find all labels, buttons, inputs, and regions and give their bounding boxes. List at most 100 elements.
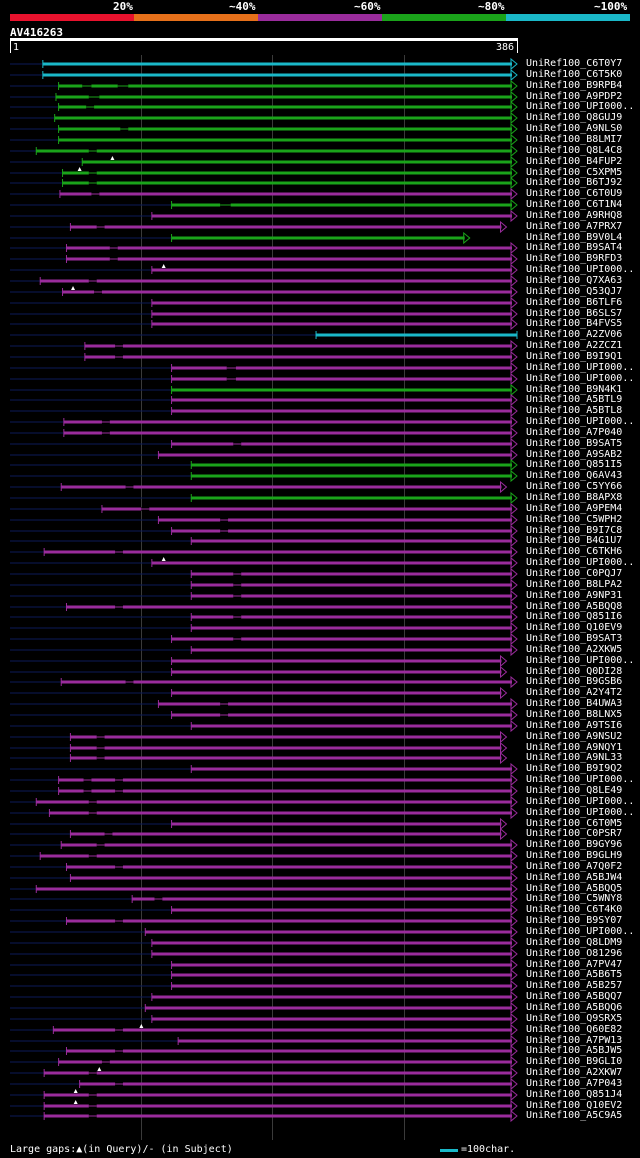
hit-name[interactable]: UniRef100_A7PW13 xyxy=(526,1035,623,1046)
hit-name[interactable]: UniRef100_UPI000.. xyxy=(526,655,635,666)
hit-name[interactable]: UniRef100_A2XKW7 xyxy=(526,1067,623,1078)
hit-name[interactable]: UniRef100_Q8GUJ9 xyxy=(526,112,623,123)
hit-name[interactable]: UniRef100_A5BJW4 xyxy=(526,872,623,883)
hit-name[interactable]: UniRef100_A9NL33 xyxy=(526,752,623,763)
hit-name[interactable]: UniRef100_C6T0Y7 xyxy=(526,58,623,69)
hit-name[interactable]: UniRef100_Q7XA63 xyxy=(526,275,623,286)
hit-name[interactable]: UniRef100_UPI000.. xyxy=(526,807,635,818)
hit-name[interactable]: UniRef100_B9I9Q1 xyxy=(526,351,623,362)
hit-name[interactable]: UniRef100_A9TSI6 xyxy=(526,720,623,731)
hit-name[interactable]: UniRef100_Q8L4C8 xyxy=(526,145,623,156)
hit-name[interactable]: UniRef100_Q53QJ7 xyxy=(526,286,623,297)
hit-name[interactable]: UniRef100_A9NQY1 xyxy=(526,742,623,753)
hit-name[interactable]: UniRef100_Q8LDM9 xyxy=(526,937,623,948)
hit-name[interactable]: UniRef100_C5WNY8 xyxy=(526,893,623,904)
hit-name[interactable]: UniRef100_B6TLF6 xyxy=(526,297,623,308)
hit-name[interactable]: UniRef100_A9NP31 xyxy=(526,590,623,601)
hit-name[interactable]: UniRef100_B6TJ92 xyxy=(526,177,623,188)
hit-name[interactable]: UniRef100_B9SY07 xyxy=(526,915,623,926)
hit-name[interactable]: UniRef100_A5BTL9 xyxy=(526,394,623,405)
hit-name[interactable]: UniRef100_UPI000.. xyxy=(526,373,635,384)
hit-name[interactable]: UniRef100_B9GLI0 xyxy=(526,1056,623,1067)
hit-name[interactable]: UniRef100_UPI000.. xyxy=(526,557,635,568)
hit-name[interactable]: UniRef100_B6SLS7 xyxy=(526,308,623,319)
hit-name[interactable]: UniRef100_Q8LE49 xyxy=(526,785,623,796)
hit-name[interactable]: UniRef100_B9V0L4 xyxy=(526,232,623,243)
hit-name[interactable]: UniRef100_A5BQQ6 xyxy=(526,1002,623,1013)
hit-name[interactable]: UniRef100_B9I9Q2 xyxy=(526,763,623,774)
hit-name[interactable]: UniRef100_A2ZV06 xyxy=(526,329,623,340)
hit-name[interactable]: UniRef100_A5BQQ7 xyxy=(526,991,623,1002)
hit-name[interactable]: UniRef100_B4FUP2 xyxy=(526,156,623,167)
hit-name[interactable]: UniRef100_B8LPA2 xyxy=(526,579,623,590)
hit-arrow xyxy=(510,317,518,331)
hit-name[interactable]: UniRef100_B9SAT5 xyxy=(526,438,623,449)
hit-name[interactable]: UniRef100_A5C9A5 xyxy=(526,1110,623,1121)
hit-name[interactable]: UniRef100_B4FVS5 xyxy=(526,318,623,329)
hit-name[interactable]: UniRef100_C6TKH6 xyxy=(526,546,623,557)
hit-name[interactable]: UniRef100_B4UWA3 xyxy=(526,698,623,709)
hit-name[interactable]: UniRef100_A7PV47 xyxy=(526,959,623,970)
hit-name[interactable]: UniRef100_A7P043 xyxy=(526,1078,623,1089)
hit-name[interactable]: UniRef100_C6T0U9 xyxy=(526,188,623,199)
hit-name[interactable]: UniRef100_B9N4K1 xyxy=(526,384,623,395)
hit-name[interactable]: UniRef100_B9I7C8 xyxy=(526,525,623,536)
hit-name[interactable]: UniRef100_Q851J4 xyxy=(526,1089,623,1100)
hit-name[interactable]: UniRef100_A9PEM4 xyxy=(526,503,623,514)
hit-name[interactable]: UniRef100_UPI000.. xyxy=(526,101,635,112)
hit-name[interactable]: UniRef100_Q6AV43 xyxy=(526,470,623,481)
hit-name[interactable]: UniRef100_UPI000.. xyxy=(526,926,635,937)
hit-name[interactable]: UniRef100_B9RPB4 xyxy=(526,80,623,91)
hit-name[interactable]: UniRef100_A5BQQ8 xyxy=(526,601,623,612)
hit-name[interactable]: UniRef100_B9SAT3 xyxy=(526,633,623,644)
hit-arrow xyxy=(510,393,518,407)
hit-name[interactable]: UniRef100_UPI000.. xyxy=(526,416,635,427)
hit-name[interactable]: UniRef100_O81296 xyxy=(526,948,623,959)
hit-name[interactable]: UniRef100_Q10EV9 xyxy=(526,622,623,633)
hit-name[interactable]: UniRef100_Q9SRX5 xyxy=(526,1013,623,1024)
hit-name[interactable]: UniRef100_C5XPM5 xyxy=(526,167,623,178)
hit-name[interactable]: UniRef100_A2ZCZ1 xyxy=(526,340,623,351)
hit-name[interactable]: UniRef100_C6T4K0 xyxy=(526,904,623,915)
hit-name[interactable]: UniRef100_A9RHQ8 xyxy=(526,210,623,221)
hit-name[interactable]: UniRef100_A9PDP2 xyxy=(526,91,623,102)
hit-name[interactable]: UniRef100_A7Q0F2 xyxy=(526,861,623,872)
hit-name[interactable]: UniRef100_B9GLH9 xyxy=(526,850,623,861)
hit-name[interactable]: UniRef100_A5BJW5 xyxy=(526,1045,623,1056)
hit-name[interactable]: UniRef100_A9NSU2 xyxy=(526,731,623,742)
hit-name[interactable]: UniRef100_B8LNX5 xyxy=(526,709,623,720)
hit-name[interactable]: UniRef100_A7P040 xyxy=(526,427,623,438)
hit-name[interactable]: UniRef100_A7PRX7 xyxy=(526,221,623,232)
hit-name[interactable]: UniRef100_A9SAB2 xyxy=(526,449,623,460)
hit-name[interactable]: UniRef100_B4G1U7 xyxy=(526,535,623,546)
hit-name[interactable]: UniRef100_C0PQJ7 xyxy=(526,568,623,579)
hit-name[interactable]: UniRef100_UPI000.. xyxy=(526,796,635,807)
hit-name[interactable]: UniRef100_A5BTL8 xyxy=(526,405,623,416)
hit-name[interactable]: UniRef100_C0PSR7 xyxy=(526,828,623,839)
hit-name[interactable]: UniRef100_B8LMI7 xyxy=(526,134,623,145)
hit-name[interactable]: UniRef100_C5WPH2 xyxy=(526,514,623,525)
hit-name[interactable]: UniRef100_C6T1N4 xyxy=(526,199,623,210)
hit-name[interactable]: UniRef100_B8APX8 xyxy=(526,492,623,503)
hit-name[interactable]: UniRef100_B9SAT4 xyxy=(526,242,623,253)
hit-name[interactable]: UniRef100_Q10EV2 xyxy=(526,1100,623,1111)
hit-name[interactable]: UniRef100_B9GSB6 xyxy=(526,676,623,687)
hit-name[interactable]: UniRef100_C5YY66 xyxy=(526,481,623,492)
hit-name[interactable]: UniRef100_UPI000.. xyxy=(526,362,635,373)
hit-name[interactable]: UniRef100_A2XKW5 xyxy=(526,644,623,655)
hit-name[interactable]: UniRef100_Q60E82 xyxy=(526,1024,623,1035)
hit-name[interactable]: UniRef100_Q0DI28 xyxy=(526,666,623,677)
hit-name[interactable]: UniRef100_Q851I5 xyxy=(526,459,623,470)
hit-name[interactable]: UniRef100_A5B6T5 xyxy=(526,969,623,980)
hit-name[interactable]: UniRef100_C6T5K0 xyxy=(526,69,623,80)
hit-name[interactable]: UniRef100_UPI000.. xyxy=(526,264,635,275)
hit-name[interactable]: UniRef100_B9GY96 xyxy=(526,839,623,850)
hit-name[interactable]: UniRef100_A5BQQ5 xyxy=(526,883,623,894)
hit-name[interactable]: UniRef100_Q851I6 xyxy=(526,611,623,622)
hit-name[interactable]: UniRef100_B9RFD3 xyxy=(526,253,623,264)
hit-name[interactable]: UniRef100_A2Y4T2 xyxy=(526,687,623,698)
hit-name[interactable]: UniRef100_UPI000.. xyxy=(526,774,635,785)
hit-name[interactable]: UniRef100_A9NLS0 xyxy=(526,123,623,134)
hit-name[interactable]: UniRef100_A5B257 xyxy=(526,980,623,991)
hit-name[interactable]: UniRef100_C6T0M5 xyxy=(526,818,623,829)
